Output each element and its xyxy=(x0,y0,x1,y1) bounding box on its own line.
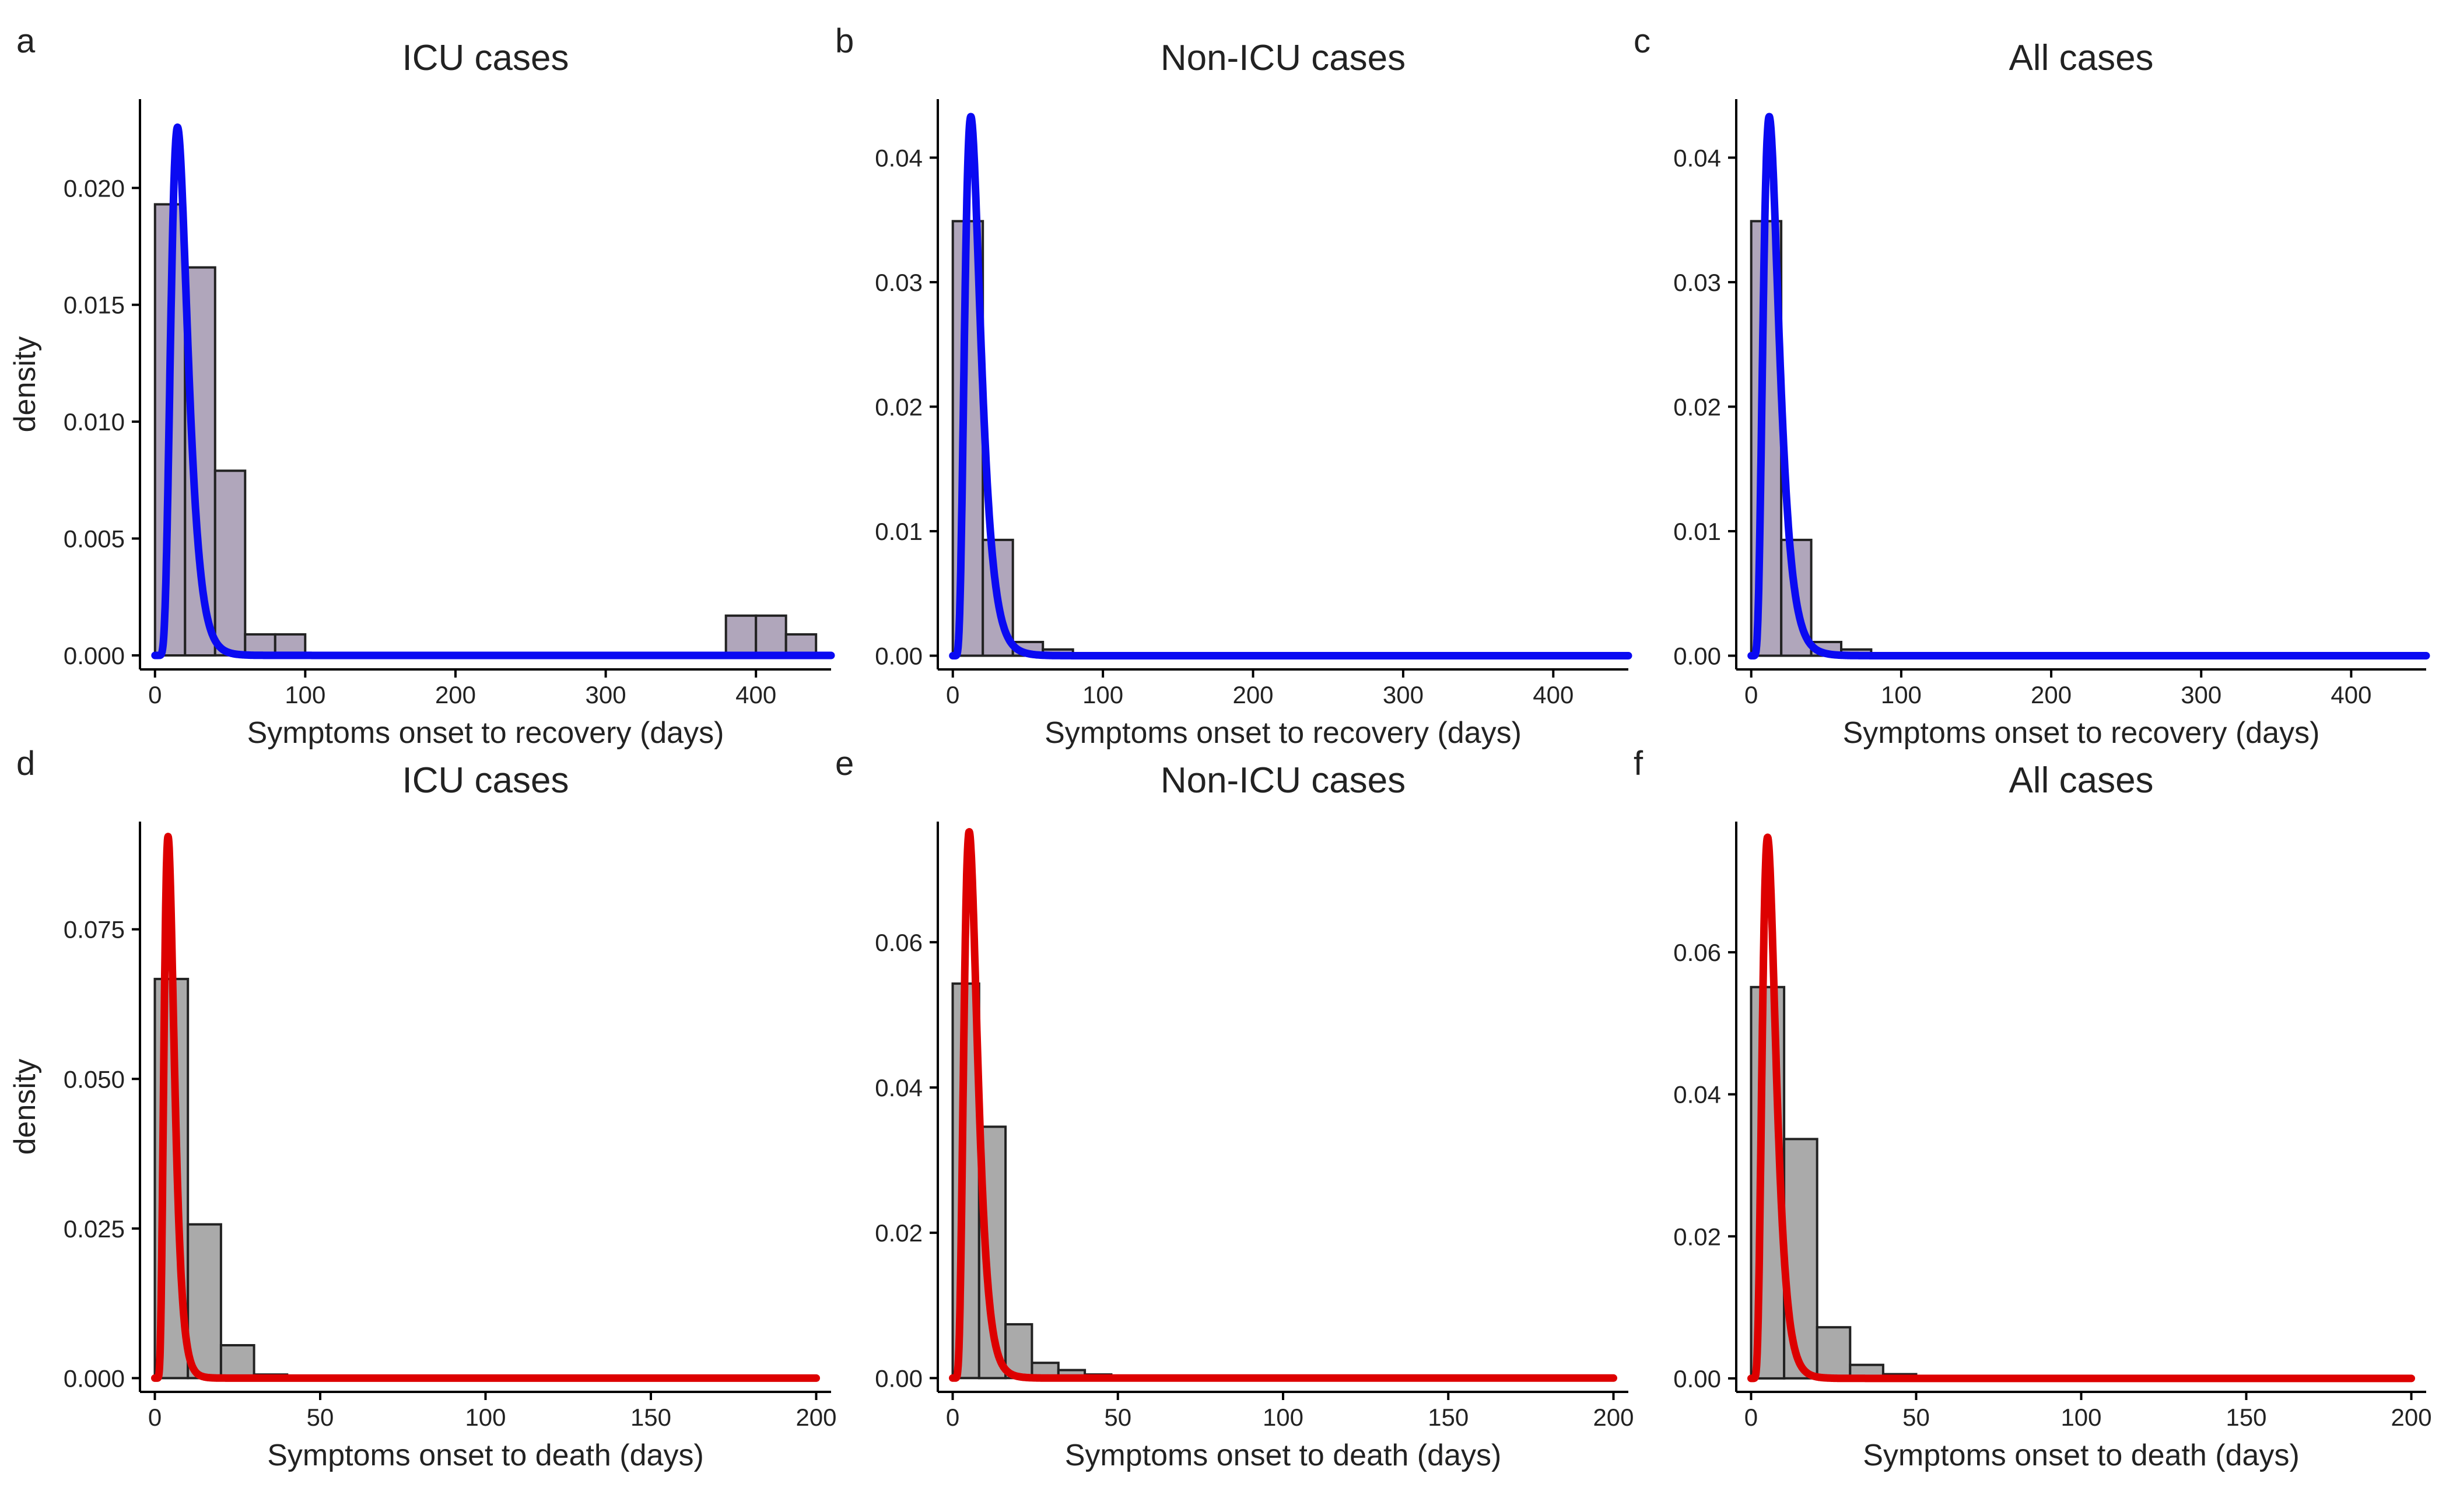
histogram-bar xyxy=(1816,1326,1852,1380)
panel-letter: b xyxy=(835,22,854,60)
y-tick-label: 0.015 xyxy=(64,292,125,319)
panel-title: Non-ICU cases xyxy=(1161,38,1406,78)
x-tick-label: 150 xyxy=(2226,1404,2266,1431)
y-tick-label: 0.025 xyxy=(64,1215,125,1243)
x-tick-label: 50 xyxy=(307,1404,334,1431)
x-tick-label: 300 xyxy=(2181,681,2221,708)
x-tick-label: 50 xyxy=(1104,1404,1131,1431)
panel-a: 0 100 200 300 400 0.000 0.005 0.010 0.015 0.020 IC… xyxy=(8,22,835,750)
x-tick-label: 0 xyxy=(946,1404,959,1431)
x-tick-label: 100 xyxy=(1263,1404,1303,1431)
x-axis-title: Symptoms onset to death (days) xyxy=(1863,1439,2300,1472)
panel-c: 0 100 200 300 400 0.00 0.01 0.02 0.03 0.04 All cas… xyxy=(1634,22,2430,750)
panel-d: 0 50 100 150 200 0.000 0.025 0.050 0.075 ICU case… xyxy=(8,745,837,1472)
y-tick-label: 0.06 xyxy=(1673,939,1721,966)
y-tick-label: 0.075 xyxy=(64,916,125,943)
y-tick-label: 0.04 xyxy=(1673,1081,1721,1108)
x-tick-label: 150 xyxy=(1428,1404,1469,1431)
x-tick-label: 0 xyxy=(148,681,162,708)
histogram-bar xyxy=(755,614,787,657)
y-tick-label: 0.02 xyxy=(875,1219,923,1247)
x-tick-label: 300 xyxy=(586,681,626,708)
y-tick-label: 0.04 xyxy=(875,1074,923,1101)
density-curve xyxy=(151,833,820,1382)
x-tick-label: 400 xyxy=(735,681,776,708)
x-tick-label: 100 xyxy=(285,681,325,708)
y-tick-label: 0.04 xyxy=(1673,144,1721,171)
x-axis-title: Symptoms onset to death (days) xyxy=(1065,1439,1502,1472)
panel-e: 0 50 100 150 200 0.00 0.02 0.04 0.06 Non-ICU case… xyxy=(835,745,1634,1472)
x-tick-label: 200 xyxy=(1232,681,1273,708)
x-tick-label: 200 xyxy=(2391,1404,2431,1431)
x-axis-title: Symptoms onset to recovery (days) xyxy=(1045,716,1522,750)
y-tick-label: 0.00 xyxy=(1673,643,1721,670)
x-tick-label: 0 xyxy=(1744,1404,1758,1431)
histogram-bar xyxy=(1783,1138,1818,1380)
x-tick-label: 400 xyxy=(2331,681,2371,708)
y-axis-title: density xyxy=(8,1059,42,1155)
x-tick-label: 100 xyxy=(1881,681,1922,708)
y-tick-label: 0.050 xyxy=(64,1065,125,1093)
y-tick-label: 0.00 xyxy=(875,643,923,670)
x-axis-title: Symptoms onset to recovery (days) xyxy=(1843,716,2320,750)
x-tick-label: 200 xyxy=(435,681,476,708)
x-tick-label: 400 xyxy=(1533,681,1574,708)
y-tick-label: 0.005 xyxy=(64,525,125,553)
density-curve xyxy=(1747,113,2430,659)
panel-f: 0 50 100 150 200 0.00 0.02 0.04 0.06 All cases f Sy… xyxy=(1634,745,2432,1472)
x-tick-label: 300 xyxy=(1383,681,1424,708)
histogram-bar xyxy=(187,1223,222,1380)
x-tick-label: 100 xyxy=(1082,681,1123,708)
x-tick-label: 0 xyxy=(148,1404,162,1431)
panel-letter: e xyxy=(835,745,854,783)
y-tick-label: 0.02 xyxy=(1673,1223,1721,1250)
x-tick-label: 200 xyxy=(796,1404,836,1431)
x-tick-label: 0 xyxy=(946,681,959,708)
density-curve xyxy=(1747,833,2415,1383)
x-tick-label: 100 xyxy=(2060,1404,2101,1431)
panel-title: ICU cases xyxy=(402,38,569,78)
panel-title: ICU cases xyxy=(402,760,569,801)
y-tick-label: 0.04 xyxy=(875,144,923,171)
panel-letter: c xyxy=(1634,22,1650,60)
density-curve xyxy=(949,828,1617,1382)
x-tick-label: 150 xyxy=(630,1404,671,1431)
y-tick-label: 0.00 xyxy=(1673,1365,1721,1392)
histogram-bar xyxy=(213,469,247,657)
panel-letter: f xyxy=(1634,745,1643,783)
y-tick-label: 0.06 xyxy=(875,929,923,956)
x-axis-title: Symptoms onset to recovery (days) xyxy=(247,716,724,750)
y-tick-label: 0.010 xyxy=(64,408,125,436)
y-tick-label: 0.02 xyxy=(875,393,923,420)
y-tick-label: 0.03 xyxy=(1673,269,1721,296)
panel-title: All cases xyxy=(2009,760,2153,801)
panel-b: 0 100 200 300 400 0.00 0.01 0.02 0.03 0.04 Non-ICU… xyxy=(835,22,1632,750)
x-tick-label: 200 xyxy=(2031,681,2072,708)
y-tick-label: 0.02 xyxy=(1673,393,1721,420)
y-axis-title: density xyxy=(8,336,42,433)
density-curve xyxy=(949,113,1632,659)
histogram-bar xyxy=(724,614,758,657)
y-tick-label: 0.01 xyxy=(1673,518,1721,545)
x-tick-label: 100 xyxy=(465,1404,506,1431)
panel-title: All cases xyxy=(2009,38,2153,78)
x-tick-label: 50 xyxy=(1902,1404,1930,1431)
histogram-bar xyxy=(219,1344,255,1380)
y-tick-label: 0.03 xyxy=(875,269,923,296)
panel-letter: a xyxy=(16,22,36,60)
y-tick-label: 0.000 xyxy=(64,642,125,669)
x-tick-label: 200 xyxy=(1593,1404,1634,1431)
x-tick-label: 0 xyxy=(1744,681,1758,708)
y-tick-label: 0.00 xyxy=(875,1364,923,1392)
y-tick-label: 0.01 xyxy=(875,518,923,545)
panel-letter: d xyxy=(16,745,35,783)
density-curve xyxy=(151,123,835,659)
y-tick-label: 0.000 xyxy=(64,1364,125,1392)
panel-title: Non-ICU cases xyxy=(1161,760,1406,801)
y-tick-label: 0.020 xyxy=(64,174,125,202)
x-axis-title: Symptoms onset to death (days) xyxy=(267,1439,704,1472)
